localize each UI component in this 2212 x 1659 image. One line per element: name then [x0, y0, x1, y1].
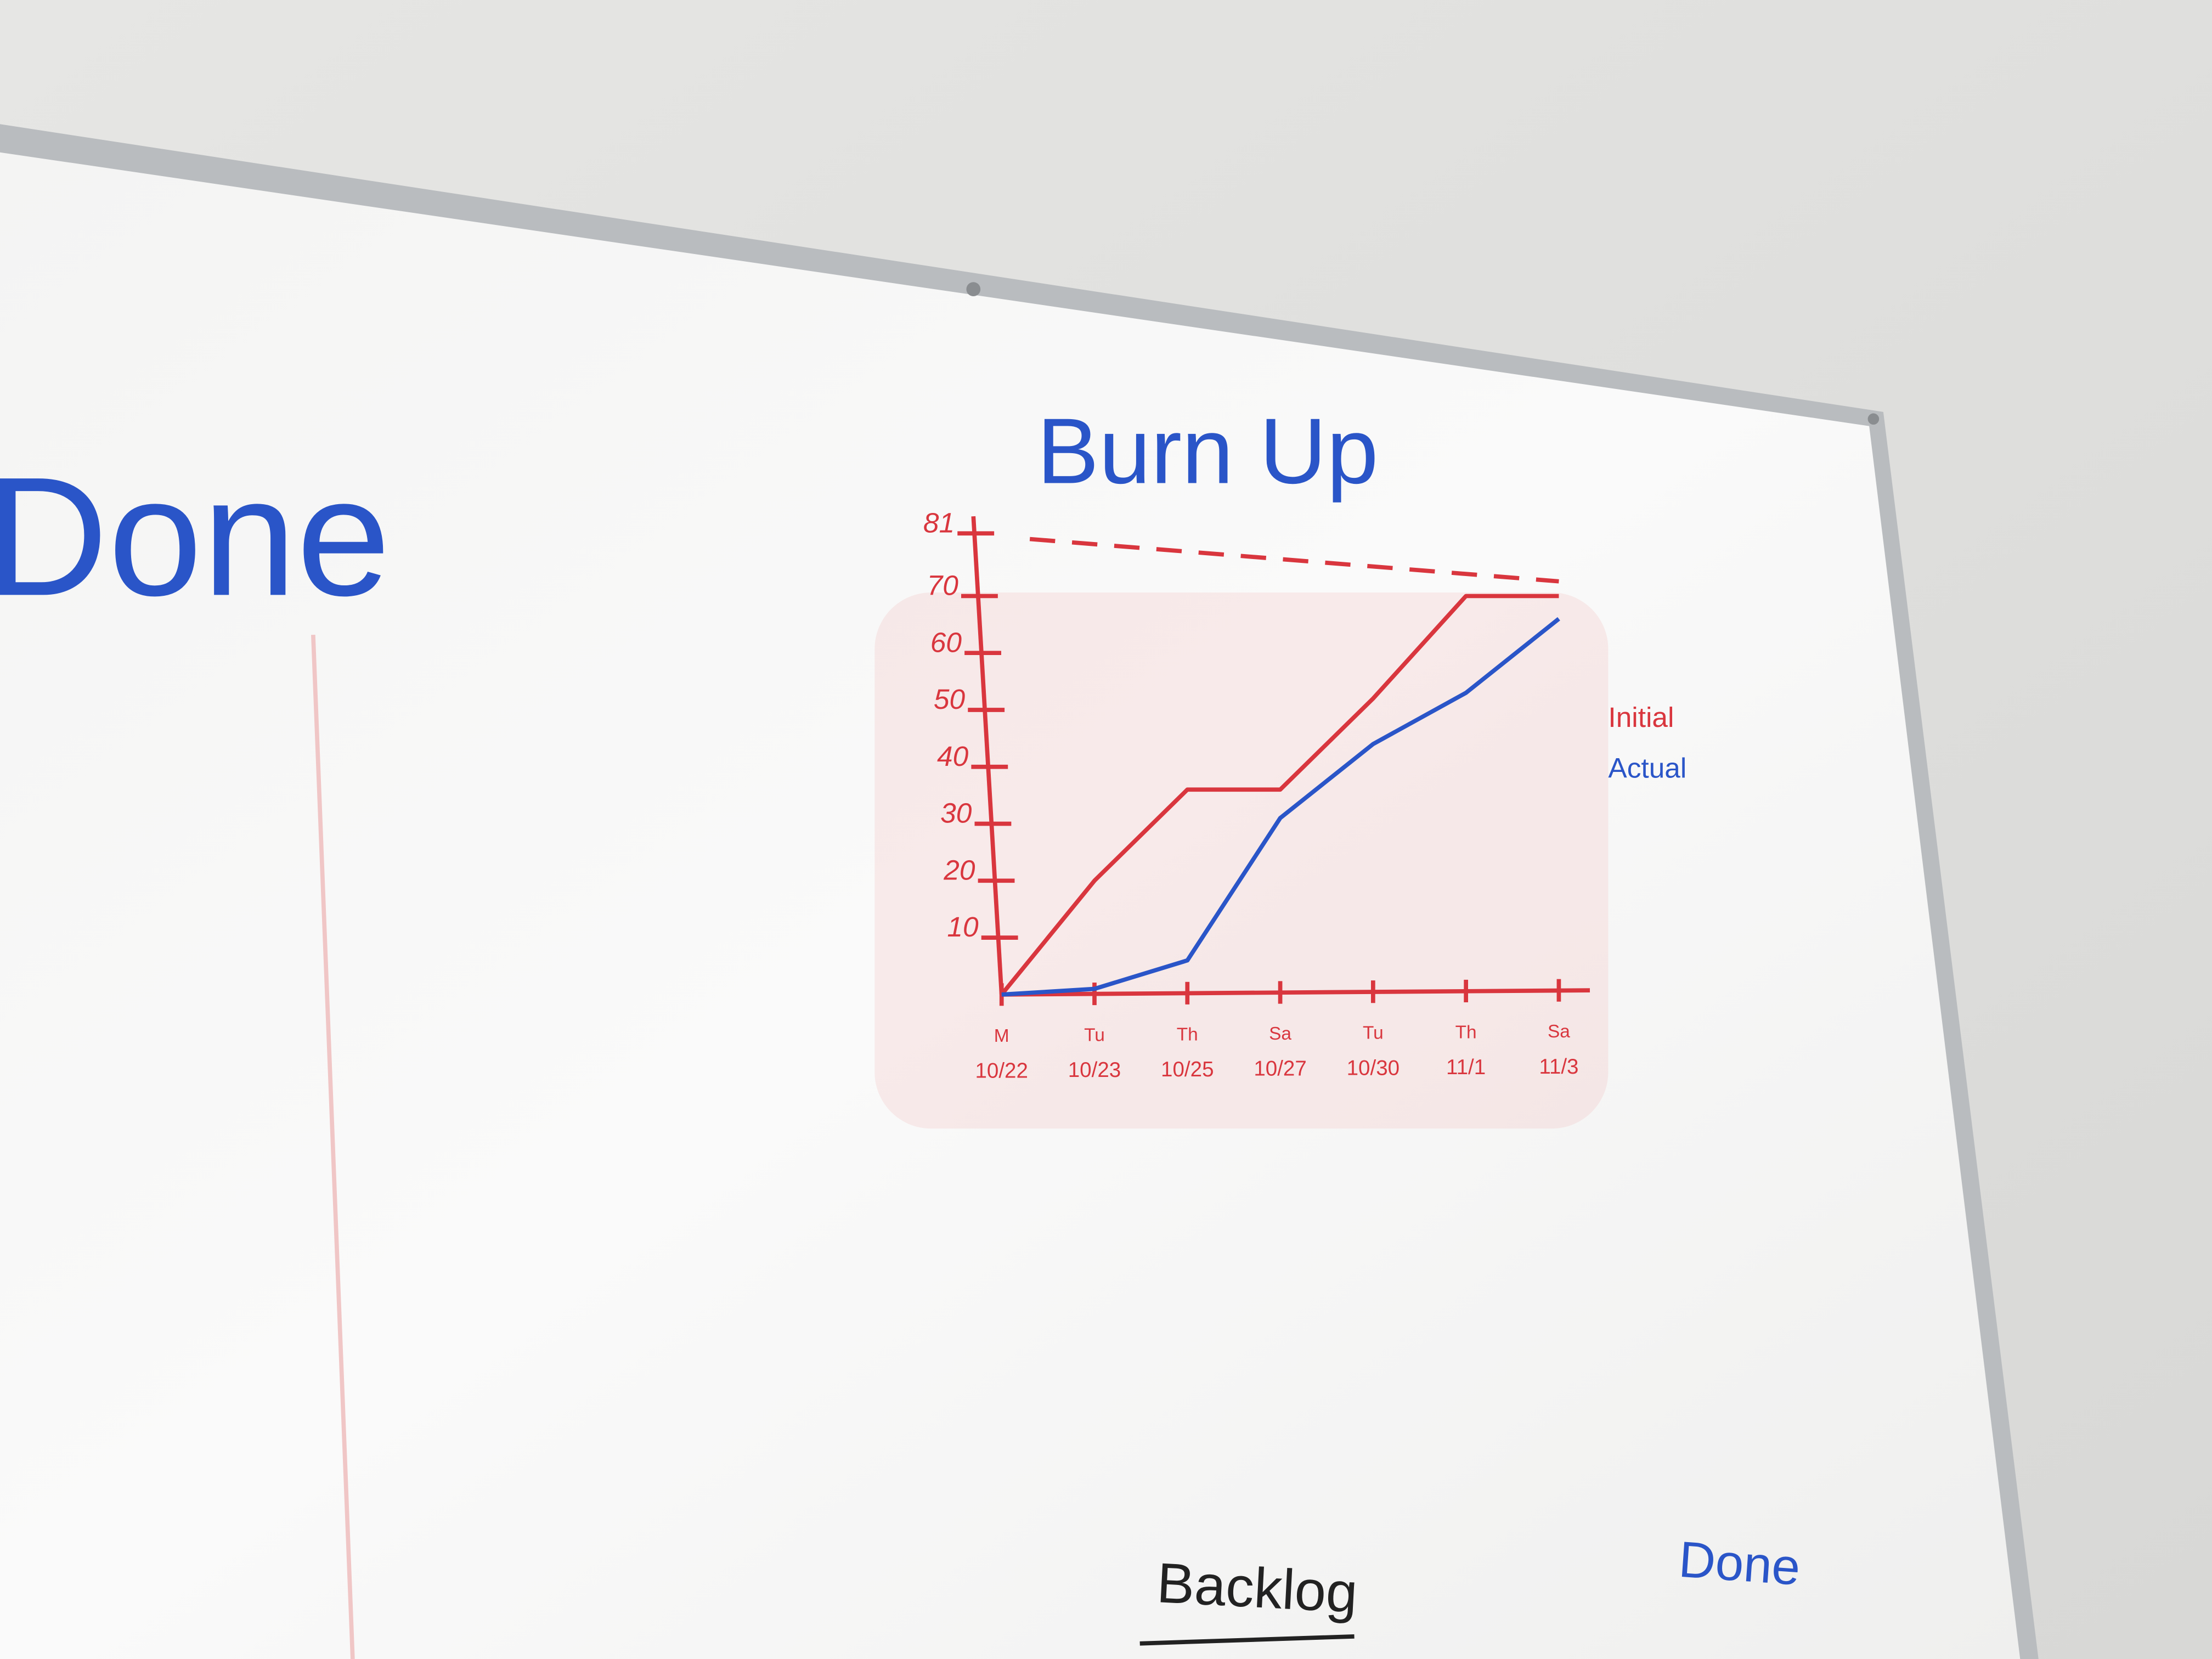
y-tick-label: 30	[940, 797, 972, 829]
chart-title: Burn Up	[1037, 399, 1379, 503]
y-tick-label: 81	[923, 506, 955, 538]
y-tick-label: 10	[947, 911, 979, 943]
x-tick-weekday: Sa	[1548, 1022, 1570, 1042]
series-line	[1000, 594, 1559, 996]
x-tick-weekday: Tu	[1084, 1025, 1105, 1046]
ghost-line	[311, 634, 355, 1659]
y-tick-label: 50	[934, 683, 966, 715]
screw	[1867, 413, 1880, 425]
reference-line	[1029, 537, 1559, 584]
x-tick-label: 10/25	[1161, 1058, 1214, 1081]
x-tick-label: 10/23	[1068, 1058, 1121, 1082]
legend-label: Initial	[1608, 701, 1674, 733]
column-label: Backlog	[1155, 1551, 1359, 1624]
y-tick-label: 60	[930, 626, 962, 658]
x-tick-weekday: M	[994, 1026, 1009, 1046]
x-tick-label: 11/1	[1446, 1056, 1486, 1079]
screw	[966, 282, 981, 296]
x-tick-label: 10/22	[975, 1059, 1028, 1082]
legend-label: Actual	[1608, 752, 1686, 784]
board-heading: Done	[0, 442, 391, 631]
x-tick-label: 10/27	[1254, 1057, 1307, 1081]
underline	[1139, 1634, 1355, 1646]
x-tick-weekday: Sa	[1269, 1024, 1291, 1044]
y-tick-label: 70	[927, 569, 959, 601]
x-tick-weekday: Th	[1455, 1022, 1477, 1042]
series-line	[1001, 617, 1560, 997]
x-axis	[1001, 988, 1590, 997]
x-tick-label: 10/30	[1347, 1056, 1400, 1080]
chart: Burn Up 10 20 30 40 50 60 70 81 M 10/22 Tu 10/23 Th 1…	[923, 399, 1686, 1083]
x-tick-weekday: Th	[1177, 1024, 1198, 1045]
y-tick-label: 40	[937, 740, 969, 772]
x-tick-label: 11/3	[1539, 1055, 1578, 1079]
whiteboard	[0, 152, 2021, 1659]
x-tick-weekday: Tu	[1363, 1023, 1384, 1043]
column-label: Done	[1677, 1531, 1802, 1596]
y-tick-label: 20	[943, 854, 975, 885]
